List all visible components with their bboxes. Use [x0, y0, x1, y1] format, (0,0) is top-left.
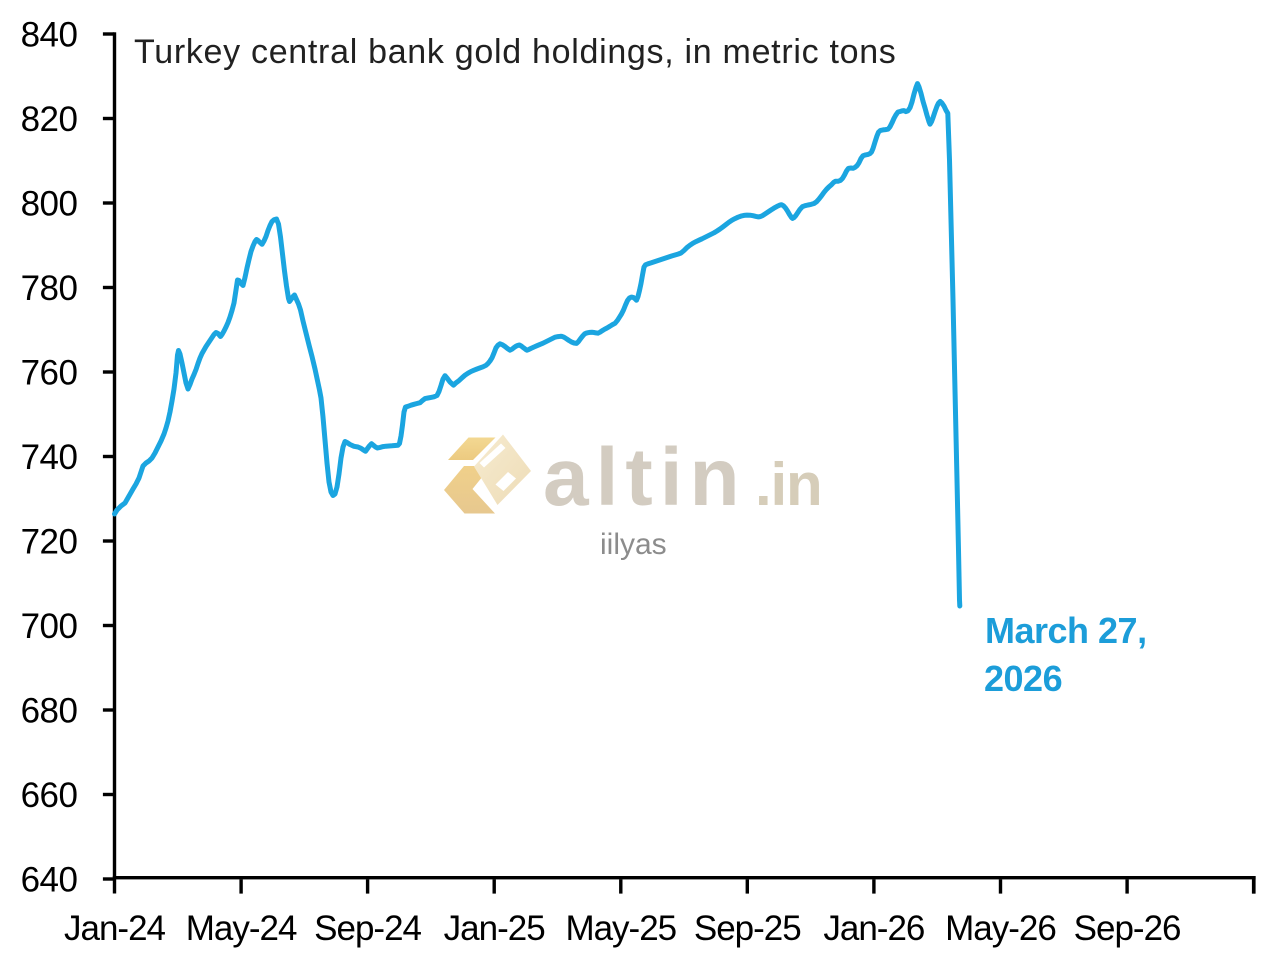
svg-text:740: 740: [21, 438, 78, 477]
svg-text:Turkey central bank gold holdi: Turkey central bank gold holdings, in me…: [134, 33, 897, 71]
svg-text:680: 680: [21, 692, 78, 731]
svg-text:780: 780: [21, 269, 78, 308]
svg-text:Sep-26: Sep-26: [1074, 909, 1181, 948]
svg-text:800: 800: [21, 185, 78, 224]
svg-text:820: 820: [21, 100, 78, 139]
svg-text:720: 720: [21, 523, 78, 562]
svg-text:760: 760: [21, 354, 78, 393]
svg-text:Sep-25: Sep-25: [694, 909, 801, 948]
svg-text:Sep-24: Sep-24: [314, 909, 421, 948]
svg-text:Jan-25: Jan-25: [444, 909, 545, 948]
svg-text:Jan-24: Jan-24: [64, 909, 166, 948]
svg-text:March 27,: March 27,: [985, 610, 1147, 651]
svg-text:May-25: May-25: [565, 909, 676, 948]
svg-text:840: 840: [21, 16, 78, 55]
svg-text:660: 660: [21, 776, 78, 815]
svg-text:2026: 2026: [984, 658, 1062, 699]
svg-text:Jan-26: Jan-26: [823, 909, 924, 948]
svg-text:iilyas: iilyas: [600, 528, 667, 561]
svg-text:altin: altin: [543, 432, 747, 523]
svg-text:May-24: May-24: [186, 909, 297, 948]
svg-text:.in: .in: [755, 451, 821, 518]
svg-text:700: 700: [21, 607, 78, 646]
svg-text:640: 640: [21, 861, 78, 900]
svg-text:May-26: May-26: [945, 909, 1056, 948]
